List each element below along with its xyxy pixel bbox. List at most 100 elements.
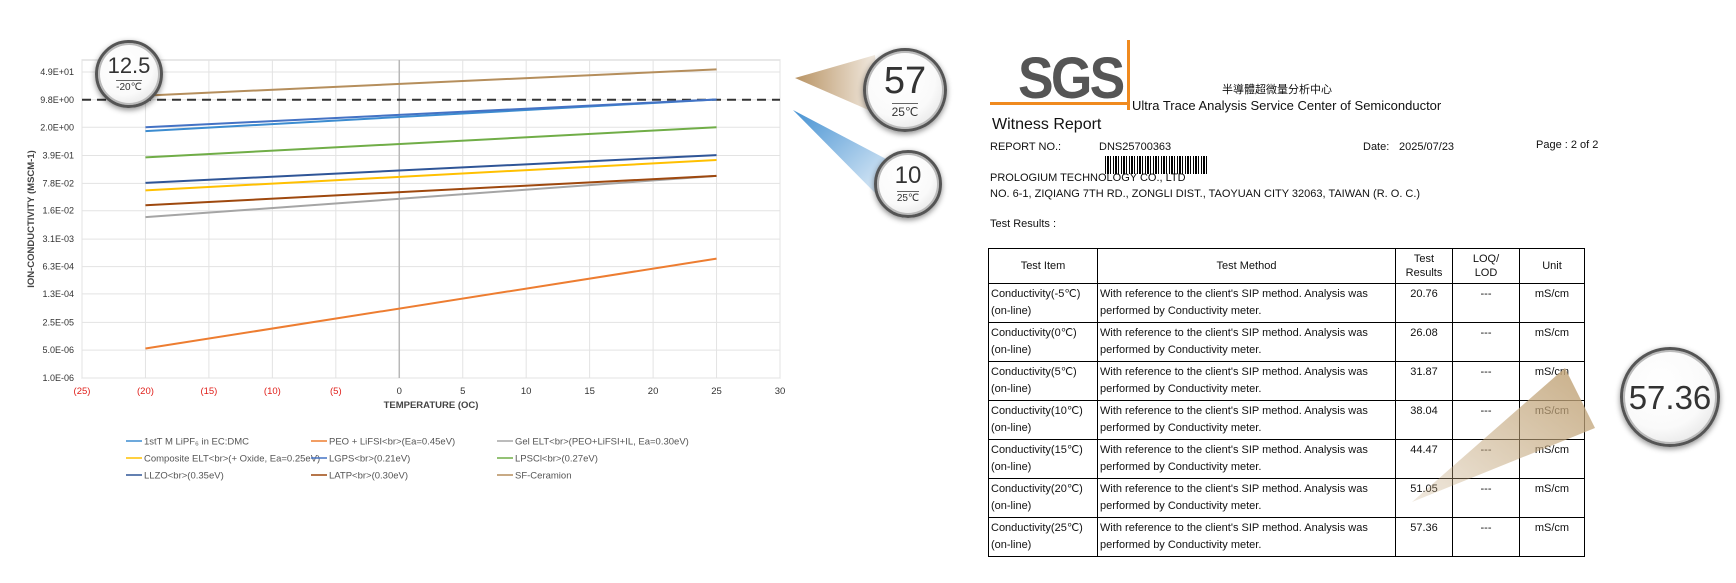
- callout-wedge-10: [793, 110, 888, 200]
- cell-loq: ---: [1452, 439, 1520, 479]
- cell-test-method: With reference to the client's SIP metho…: [1097, 322, 1396, 362]
- header-test-results: Test Results: [1395, 248, 1453, 284]
- cell-unit: mS/cm: [1519, 361, 1585, 401]
- header-results-line2: Results: [1405, 267, 1443, 279]
- cell-test-item-text: Conductivity(15℃): [991, 444, 1083, 456]
- sgs-logo: SGS: [1018, 46, 1125, 111]
- cell-test-item: Conductivity(15℃) (on-line): [988, 439, 1098, 479]
- x-tick-label: 10: [521, 386, 532, 397]
- cell-test-method: With reference to the client's SIP metho…: [1097, 400, 1396, 440]
- cell-unit: mS/cm: [1519, 322, 1585, 362]
- table-body: Conductivity(-5℃) (on-line) With reference…: [988, 283, 1585, 557]
- header-test-item: Test Item: [988, 248, 1098, 284]
- x-tick-label: 30: [775, 386, 786, 397]
- callout-unit: 25℃: [891, 103, 919, 119]
- cell-result-text: 26.08: [1410, 327, 1438, 339]
- cell-loq-text: ---: [1480, 366, 1492, 378]
- cell-test-item-text: (on-line): [991, 383, 1032, 395]
- cell-result-text: 44.47: [1410, 444, 1438, 456]
- cell-result-text: 57.36: [1410, 522, 1438, 534]
- y-tick-label: 1.0E-06: [42, 373, 74, 383]
- y-axis-title: ION-CONDUCTIVITY (MSCM-1): [26, 150, 37, 288]
- x-tick-label: 5: [460, 386, 465, 397]
- table-row: Conductivity(25℃) (on-line) With reference…: [988, 517, 1585, 557]
- cell-test-method-text: With reference to the client's SIP metho…: [1100, 288, 1368, 300]
- legend-label: 1stT M LiPF₆ in EC:DMC: [144, 437, 249, 448]
- header-loq-line1: LOQ/: [1472, 253, 1500, 265]
- cell-loq: ---: [1452, 283, 1520, 323]
- y-tick-label: 3.9E-01: [42, 151, 74, 161]
- cell-unit: mS/cm: [1519, 517, 1585, 557]
- legend-label: LPSCl<br>(0.27eV): [515, 454, 598, 465]
- series-line: [145, 174, 717, 207]
- center-name-cn: 半導體超微量分析中心: [1222, 84, 1332, 96]
- cell-test-method-text: performed by Conductivity meter.: [1100, 422, 1262, 434]
- test-results-label: Test Results :: [990, 218, 1057, 230]
- cell-loq-text: ---: [1480, 522, 1492, 534]
- cell-result: 31.87: [1395, 361, 1453, 401]
- header-test-item-label: Test Item: [1020, 260, 1066, 272]
- legend-label: SF-Ceramion: [515, 471, 572, 482]
- cell-test-item: Conductivity(20℃) (on-line): [988, 478, 1098, 518]
- cell-result: 20.76: [1395, 283, 1453, 323]
- cell-loq-text: ---: [1480, 444, 1492, 456]
- y-tick-label: 4.9E+01: [40, 67, 74, 77]
- cell-loq: ---: [1452, 478, 1520, 518]
- y-tick-label: 1.3E-04: [42, 289, 74, 299]
- cell-test-item: Conductivity(0℃) (on-line): [988, 322, 1098, 362]
- x-tick-label: 20: [648, 386, 659, 397]
- page-indicator: Page : 2 of 2: [1536, 139, 1599, 151]
- cell-test-item-text: (on-line): [991, 461, 1032, 473]
- cell-test-method-text: With reference to the client's SIP metho…: [1100, 522, 1368, 534]
- cell-test-method: With reference to the client's SIP metho…: [1097, 361, 1396, 401]
- cell-result: 26.08: [1395, 322, 1453, 362]
- cell-loq-text: ---: [1480, 405, 1492, 417]
- cell-test-method: With reference to the client's SIP metho…: [1097, 283, 1396, 323]
- series-lines: [82, 68, 780, 350]
- axes: 1.0E-06 5.0E-06 2.5E-05 1.3E-04 6.3E-04 3.1E-…: [26, 67, 785, 411]
- series-line: [145, 257, 717, 350]
- header-results-line1: Test: [1413, 253, 1435, 265]
- company-address: NO. 6-1, ZIQIANG 7TH RD., ZONGLI DIST., …: [990, 188, 1421, 200]
- table-header-row: Test Item Test Method Test Results LOQ/LO…: [988, 248, 1585, 284]
- cell-test-method-text: performed by Conductivity meter.: [1100, 461, 1262, 473]
- cell-test-item-text: Conductivity(10℃): [991, 405, 1083, 417]
- series-line: [145, 159, 717, 192]
- cell-unit-text: mS/cm: [1534, 288, 1570, 300]
- cell-result-text: 38.04: [1410, 405, 1438, 417]
- report-no-label: REPORT NO.:: [990, 141, 1062, 153]
- y-tick-label: 1.6E-02: [42, 206, 74, 216]
- callout-value: 57: [883, 60, 927, 102]
- series-line: [145, 126, 717, 159]
- report-date: 2025/07/23: [1399, 141, 1455, 153]
- company-name: PROLOGIUM TECHNOLOGY CO., LTD: [990, 172, 1186, 184]
- y-tick-label: 6.3E-04: [42, 262, 74, 272]
- table-row: Conductivity(10℃) (on-line) With reference…: [988, 400, 1585, 440]
- x-axis-title: TEMPERATURE (OC): [384, 400, 479, 411]
- x-tick-label: 0: [397, 386, 402, 397]
- table-row: Conductivity(15℃) (on-line) With reference…: [988, 439, 1585, 479]
- cell-unit-text: mS/cm: [1534, 405, 1570, 417]
- x-tick-label: (15): [200, 386, 217, 397]
- legend-label: PEO + LiFSI<br>(Ea=0.45eV): [329, 437, 455, 448]
- cell-test-item-text: (on-line): [991, 305, 1032, 317]
- cell-loq: ---: [1452, 400, 1520, 440]
- cell-test-item: Conductivity(25℃) (on-line): [988, 517, 1098, 557]
- cell-loq: ---: [1452, 361, 1520, 401]
- cell-unit: mS/cm: [1519, 400, 1585, 440]
- callout-value: 12.5: [107, 53, 151, 78]
- cell-test-method-text: With reference to the client's SIP metho…: [1100, 366, 1368, 378]
- x-tick-label: (25): [74, 386, 91, 397]
- header-loq-line2: LOD: [1474, 267, 1498, 279]
- legend-label: Gel ELT<br>(PEO+LiFSI+IL, Ea=0.30eV): [515, 437, 689, 448]
- callout-wedges: [793, 55, 888, 200]
- cell-test-method: With reference to the client's SIP metho…: [1097, 439, 1396, 479]
- callout-wedge-57: [795, 55, 880, 115]
- cell-loq-text: ---: [1480, 288, 1492, 300]
- barcode: [1105, 156, 1207, 174]
- cell-test-method-text: With reference to the client's SIP metho…: [1100, 405, 1368, 417]
- cell-test-method: With reference to the client's SIP metho…: [1097, 517, 1396, 557]
- cell-test-item-text: (on-line): [991, 344, 1032, 356]
- callout-value: 10: [894, 162, 922, 189]
- callout-57-36: 57.36: [1620, 347, 1720, 447]
